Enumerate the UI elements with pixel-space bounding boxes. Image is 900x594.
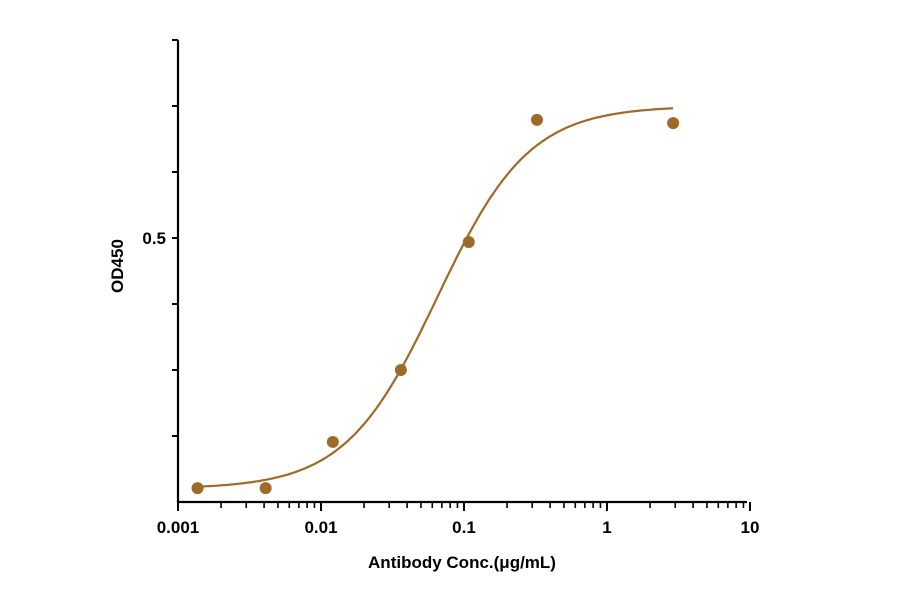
- x-ticks: 0.001 0.01 0.1 1 10: [157, 502, 760, 537]
- data-point: [531, 113, 544, 126]
- y-ticks: 0.5: [142, 39, 178, 437]
- x-axis: 0.001 0.01 0.1 1 10: [157, 500, 760, 537]
- data-point: [259, 482, 272, 495]
- plot-area: [191, 107, 680, 495]
- x-tick-label: 10: [741, 518, 760, 537]
- data-points: [191, 113, 680, 495]
- x-tick-label: 0.1: [452, 518, 476, 537]
- x-tick-label: 1: [602, 518, 611, 537]
- data-point: [667, 117, 680, 130]
- data-point: [394, 364, 407, 376]
- x-tick-label: 0.01: [304, 518, 337, 537]
- y-axis-title: OD450: [108, 239, 127, 293]
- data-point: [191, 482, 204, 495]
- x-axis-title: Antibody Conc.(μg/mL): [368, 553, 556, 572]
- data-point: [462, 235, 475, 248]
- fit-curve: [197, 107, 674, 488]
- data-point: [326, 435, 339, 448]
- x-tick-label: 0.001: [157, 518, 200, 537]
- y-tick-label: 0.5: [142, 229, 166, 248]
- y-axis: 0.5: [142, 39, 180, 503]
